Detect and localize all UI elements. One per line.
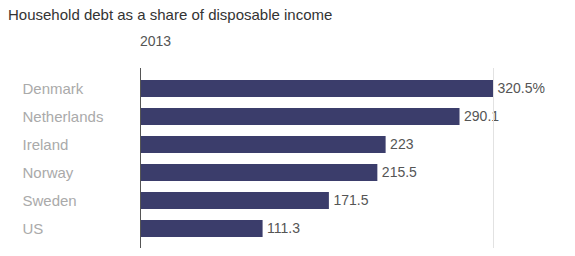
svg-text:Denmark: Denmark	[23, 80, 84, 97]
html-text:Household debt as a share of d: Household debt as a share of disposable …	[8, 6, 333, 23]
svg-text:US: US	[23, 220, 44, 237]
svg-text:111.3: 111.3	[267, 220, 300, 236]
svg-text:171.5: 171.5	[333, 192, 368, 208]
svg-text:Norway: Norway	[23, 164, 74, 181]
svg-text:Sweden: Sweden	[23, 192, 77, 209]
svg-text:320.5%: 320.5%	[498, 80, 545, 96]
svg-text:290.1: 290.1	[464, 108, 500, 125]
svg-text:Netherlands: Netherlands	[23, 108, 104, 125]
html-text:2013: 2013	[140, 33, 172, 49]
svg-text:Ireland: Ireland	[23, 136, 69, 153]
svg-text:223: 223	[390, 136, 414, 152]
svg-text:215.5: 215.5	[382, 164, 417, 180]
